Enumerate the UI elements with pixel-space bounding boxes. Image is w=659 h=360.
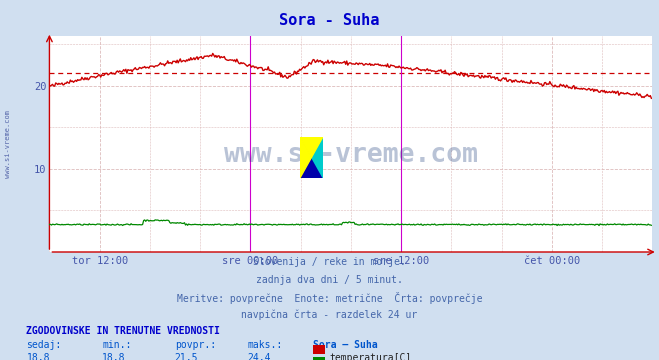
Text: www.si-vreme.com: www.si-vreme.com [224,142,478,168]
Text: Sora - Suha: Sora - Suha [279,13,380,28]
Text: www.si-vreme.com: www.si-vreme.com [5,110,11,178]
Text: min.:: min.: [102,340,132,350]
Text: navpična črta - razdelek 24 ur: navpična črta - razdelek 24 ur [241,309,418,320]
Text: 18,8: 18,8 [102,353,126,360]
Polygon shape [300,137,323,178]
Text: ZGODOVINSKE IN TRENUTNE VREDNOSTI: ZGODOVINSKE IN TRENUTNE VREDNOSTI [26,326,220,336]
Polygon shape [300,137,323,178]
Polygon shape [300,137,312,178]
Text: zadnja dva dni / 5 minut.: zadnja dva dni / 5 minut. [256,275,403,285]
Text: maks.:: maks.: [247,340,282,350]
Text: Sora – Suha: Sora – Suha [313,340,378,350]
Text: 21,5: 21,5 [175,353,198,360]
Polygon shape [300,137,323,158]
Text: povpr.:: povpr.: [175,340,215,350]
Text: 24,4: 24,4 [247,353,271,360]
Text: temperatura[C]: temperatura[C] [330,353,412,360]
Text: Slovenija / reke in morje.: Slovenija / reke in morje. [253,257,406,267]
Text: sedaj:: sedaj: [26,340,61,350]
Text: Meritve: povprečne  Enote: metrične  Črta: povprečje: Meritve: povprečne Enote: metrične Črta:… [177,292,482,304]
Text: 18,8: 18,8 [26,353,50,360]
